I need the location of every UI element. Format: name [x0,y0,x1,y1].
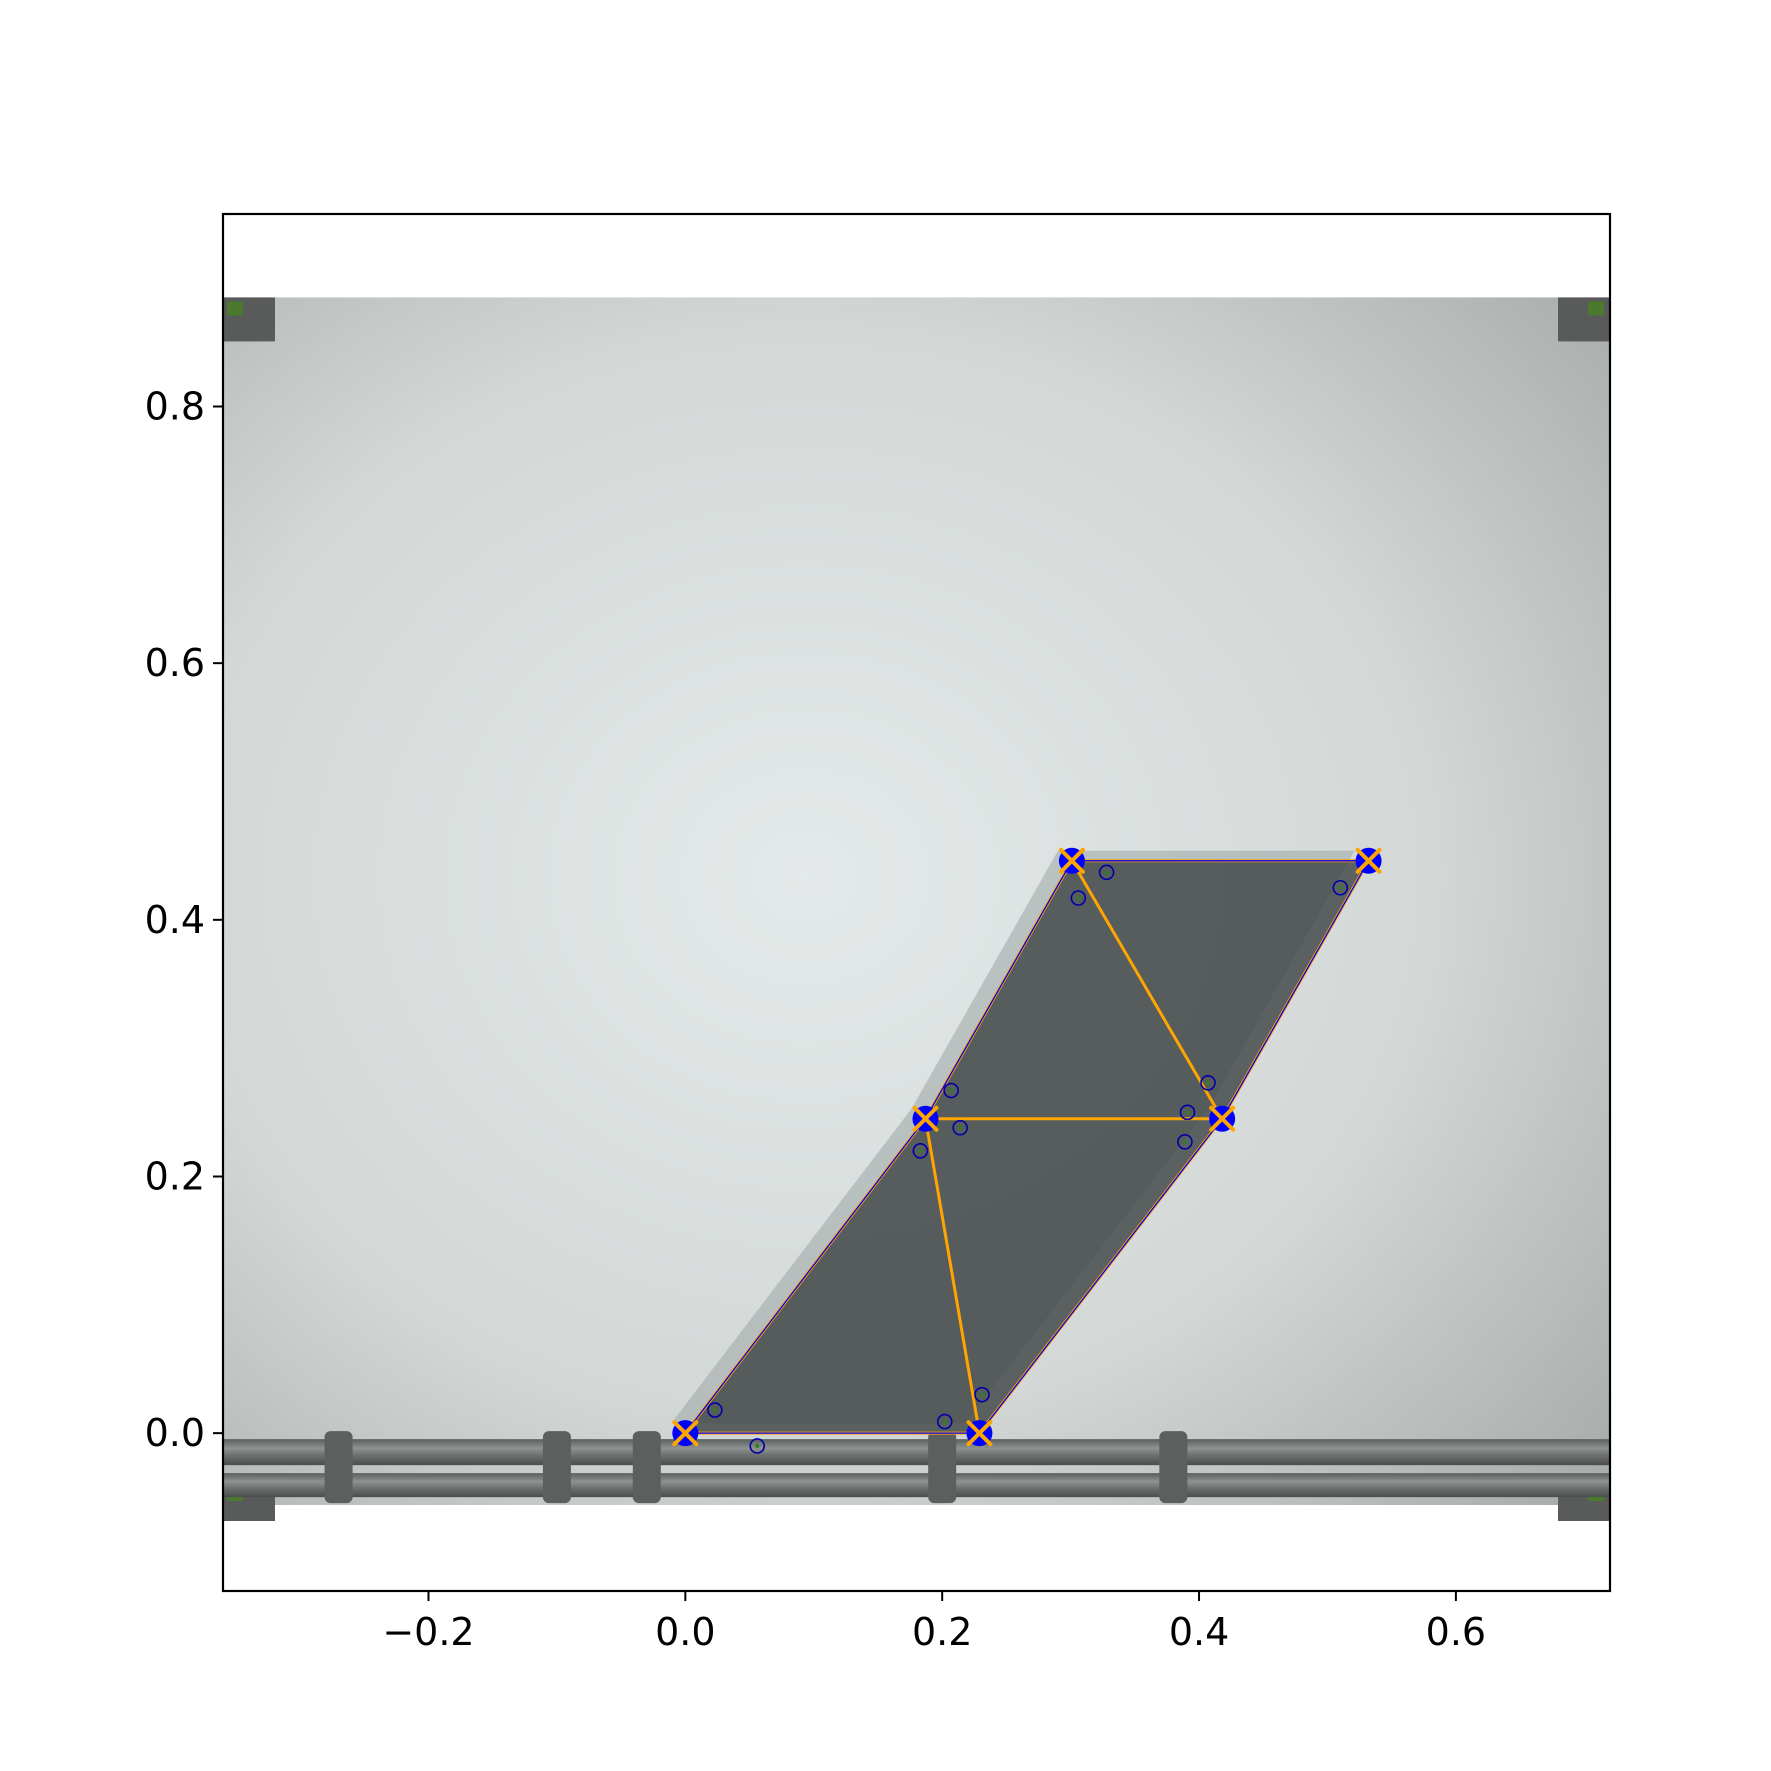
module-marker-center [712,1408,717,1413]
estimated-edge [978,1118,1223,1434]
module-marker-center [1206,1080,1211,1085]
target-vertex [1209,1105,1236,1132]
module-marker-center [755,1443,760,1448]
module-marker [974,1386,990,1403]
module-marker-center [979,1392,984,1397]
module-marker [749,1438,766,1454]
module-marker [707,1402,723,1418]
y-axis: 0.0 0.2 0.4 0.6 0.8 [145,384,223,1455]
target-vertex [672,1420,699,1447]
edges-layer [683,859,1371,1435]
x-axis: −0.2 0.0 0.2 0.4 0.6 [382,1591,1486,1654]
background-photo [223,297,1610,1522]
target-vertex [1355,847,1382,874]
module-marker [1179,1104,1196,1121]
target-edge [1070,859,1224,1121]
module-marker [1070,890,1087,906]
target-edge [923,1117,981,1435]
target-vertex [1058,847,1085,874]
y-tick-label: 0.6 [145,641,205,685]
robot-body [685,860,1369,1434]
y-tick-label: 0.8 [145,384,205,428]
x-tick-label: 0.6 [1426,1610,1486,1654]
module-marker-center [1104,870,1109,875]
module-marker [1177,1134,1193,1150]
corner-bracket-light [1588,301,1604,316]
plot-frame [221,212,1612,1593]
module-marker-center [949,1088,954,1093]
module-marker [952,1119,968,1136]
markers-layer [672,847,1382,1454]
module-marker-center [942,1419,947,1424]
rail-clamp [324,1431,353,1504]
module-marker [912,1143,929,1159]
rail-clamp [632,1431,661,1504]
x-tick-label: 0.0 [655,1610,715,1654]
module-marker [1200,1075,1216,1091]
module-marker [936,1413,953,1430]
module-marker [1098,864,1115,881]
rail-clamp [1159,1431,1188,1504]
module-marker [943,1082,959,1099]
module-marker-center [918,1148,923,1153]
y-tick-label: 0.2 [145,1154,205,1198]
module-marker-center [958,1125,963,1130]
target-vertex [966,1420,993,1447]
module-marker [1332,879,1349,896]
x-tick-label: 0.4 [1169,1610,1229,1654]
corner-bracket-light [227,301,243,316]
module-marker-center [1338,885,1343,890]
y-tick-label: 0.4 [145,898,205,942]
module-marker-center [1182,1139,1187,1144]
rail-clamp [542,1431,571,1504]
estimated-edge [684,1118,927,1434]
rail-clamp [928,1431,957,1504]
module-marker-center [1076,896,1081,901]
estimated-edge [1221,860,1370,1120]
x-tick-label: −0.2 [382,1610,474,1654]
rail-upper [223,1439,1610,1466]
estimated-edge [924,860,1073,1120]
module-marker-center [1185,1110,1190,1115]
rail-lower [223,1473,1610,1498]
y-tick-label: 0.0 [145,1411,205,1455]
x-tick-label: 0.2 [912,1610,972,1654]
target-vertex [912,1105,939,1132]
